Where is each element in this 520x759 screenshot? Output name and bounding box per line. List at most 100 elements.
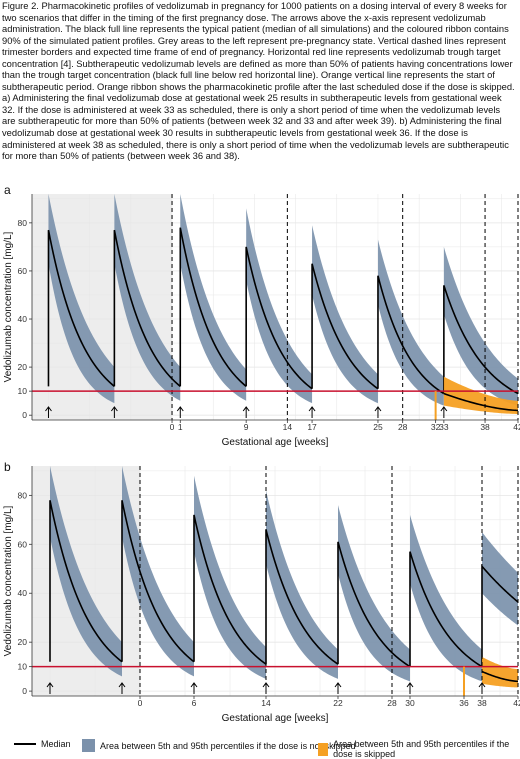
legend-band-label: Area between 5th and 95th percentiles if… [100, 740, 356, 751]
x-tick-label: 6 [192, 698, 197, 708]
x-tick-label: 42 [513, 698, 520, 708]
percentile-band-segment [180, 194, 247, 401]
percentile-band-segment [443, 246, 518, 406]
percentile-band-segment [122, 466, 194, 677]
skipped-dose-median-line [481, 670, 519, 683]
x-axis-title: Gestational age [weeks] [222, 713, 329, 724]
x-tick-label: 32 [431, 422, 441, 432]
dose-arrow-head [110, 406, 118, 412]
median-line-segment [121, 500, 195, 663]
trimester-lines [139, 466, 519, 696]
dose-arrow-head [308, 406, 316, 412]
x-tick-label: 38 [480, 422, 490, 432]
legend-band-swatch [82, 739, 95, 752]
dose-arrow-head [478, 682, 486, 688]
legend-skipped-swatch [318, 742, 329, 756]
median-series [47, 227, 519, 395]
y-tick-label: 60 [18, 266, 28, 276]
percentile-band-segment [246, 208, 313, 404]
panel-label-b: b [4, 460, 11, 474]
y-tick-label: 80 [18, 490, 28, 500]
median-line-segment [311, 263, 379, 390]
y-tick-label: 20 [18, 362, 28, 372]
percentile-band-segment [377, 239, 444, 406]
x-tick-label: 9 [244, 422, 249, 432]
dose-arrows [46, 682, 486, 694]
dose-arrow-head [440, 406, 448, 412]
x-tick-label: 36 [459, 698, 469, 708]
x-axis-title: Gestational age [weeks] [222, 437, 329, 448]
percentile-band-segment [482, 532, 518, 682]
dose-arrow-head [334, 682, 342, 688]
y-tick-label: 10 [18, 662, 28, 672]
x-tick-label: 1 [178, 422, 183, 432]
x-tick-label: 28 [398, 422, 408, 432]
y-tick-labels: 0 10 20 40 60 80 [18, 490, 32, 696]
median-line-segment [481, 564, 519, 667]
legend-skipped-label: Area between 5th and 95th percentiles if… [333, 739, 510, 759]
y-tick-label: 10 [18, 386, 28, 396]
median-line-segment [409, 551, 483, 668]
dose-arrow-head [45, 406, 52, 412]
x-tick-label: 33 [439, 422, 449, 432]
legend-median: Median [14, 739, 71, 749]
dose-arrow-head [46, 682, 54, 688]
legend-skipped: Area between 5th and 95th percentiles if… [318, 739, 520, 759]
percentile-band-segment [50, 466, 122, 677]
percentile-bands [48, 194, 518, 406]
median-line-segment [377, 275, 445, 395]
median-line-segment [245, 246, 313, 390]
dose-arrow-head [374, 406, 382, 412]
y-tick-labels: 0 10 20 40 60 80 [18, 218, 32, 420]
figure-caption: Figure 2. Pharmacokinetic profiles of ve… [2, 1, 515, 162]
x-tick-label: 14 [261, 698, 271, 708]
median-line-segment [179, 227, 247, 387]
percentile-band-segment [114, 194, 181, 404]
y-tick-label: 60 [18, 539, 28, 549]
legend-median-label: Median [41, 739, 71, 749]
dose-arrow-head [190, 682, 198, 688]
dose-arrow-head [242, 406, 250, 412]
dose-arrow-head [176, 406, 184, 412]
x-tick-label: 42 [513, 422, 520, 432]
legend: Median Area between 5th and 95th percent… [0, 736, 520, 759]
median-line-segment [47, 229, 115, 387]
trimester-lines [171, 194, 519, 420]
x-tick-label: 0 [170, 422, 175, 432]
y-tick-label: 40 [18, 588, 28, 598]
percentile-band-segment [194, 475, 266, 679]
y-axis-title: Vedolizumab concentration [mg/L] [3, 231, 14, 382]
legend-median-line [14, 743, 36, 745]
y-tick-label: 20 [18, 637, 28, 647]
median-line-segment [193, 514, 267, 665]
percentile-band-segment [266, 490, 338, 679]
dose-arrow-head [118, 682, 126, 688]
median-line-segment [265, 529, 339, 665]
x-tick-label: 38 [477, 698, 487, 708]
dose-arrow-head [262, 682, 270, 688]
x-tick-label: 14 [283, 422, 293, 432]
median-series [49, 500, 519, 668]
x-tick-label: 0 [138, 698, 143, 708]
legend-band: Area between 5th and 95th percentiles if… [82, 739, 356, 752]
chart-panel-b: 0 10 20 40 60 80 0 6 14 22 28 30 36 38 42 Gestational a… [3, 466, 520, 724]
dose-arrow-head [406, 682, 414, 688]
x-tick-label: 30 [405, 698, 415, 708]
x-tick-labels: 0 6 14 22 28 30 36 38 42 [138, 696, 520, 708]
y-tick-label: 40 [18, 314, 28, 324]
chart-panel-a: 010204060800191417252832333842Gestationa… [3, 194, 520, 448]
y-tick-label: 0 [22, 686, 27, 696]
median-line-segment [443, 285, 519, 395]
skipped-dose-median-line [443, 392, 519, 412]
y-tick-label: 0 [22, 410, 27, 420]
x-tick-label: 17 [307, 422, 317, 432]
skipped-dose-ribbon [443, 376, 518, 414]
x-tick-label: 28 [387, 698, 397, 708]
median-line-segment [113, 229, 181, 387]
y-axis-title: Vedolizumab concentration [mg/L] [3, 505, 14, 656]
y-tick-label: 80 [18, 218, 28, 228]
panel-label-a: a [4, 183, 11, 197]
median-line-segment [49, 500, 123, 663]
x-tick-label: 22 [333, 698, 343, 708]
